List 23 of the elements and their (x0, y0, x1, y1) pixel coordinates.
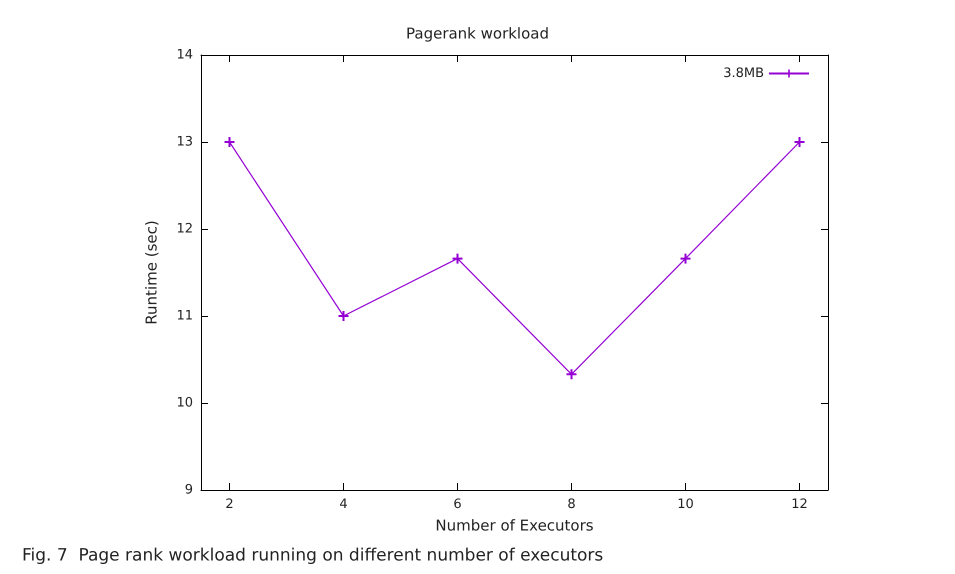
y-tick-label: 9 (184, 482, 193, 498)
point (338, 311, 348, 321)
point (224, 137, 234, 147)
point (452, 254, 462, 264)
y-tick-label: 11 (176, 308, 193, 324)
x-tick-label: 8 (567, 497, 576, 512)
x-axis-title: Number of Executors (435, 516, 594, 534)
y-tick-label: 12 (176, 222, 193, 236)
y-tick-label: 10 (176, 396, 193, 410)
chart-title: Pagerank workload (406, 24, 549, 42)
point (566, 369, 576, 380)
x-tick-label: 2 (225, 497, 234, 512)
point (680, 254, 690, 264)
y-tick-label: 14 (176, 48, 193, 62)
legend-label: 3.8MB (723, 66, 764, 81)
x-tick-label: 12 (791, 497, 808, 512)
x-tick-label: 4 (339, 497, 348, 512)
y-tick-label: 13 (176, 134, 193, 150)
point (794, 137, 804, 147)
caption: Fig. 7 Page rank workload running on different number of executors (22, 546, 604, 566)
x-tick-label: 10 (677, 497, 694, 512)
x-tick-label: 6 (453, 497, 462, 512)
y-axis-title: Runtime (sec) (142, 220, 160, 325)
